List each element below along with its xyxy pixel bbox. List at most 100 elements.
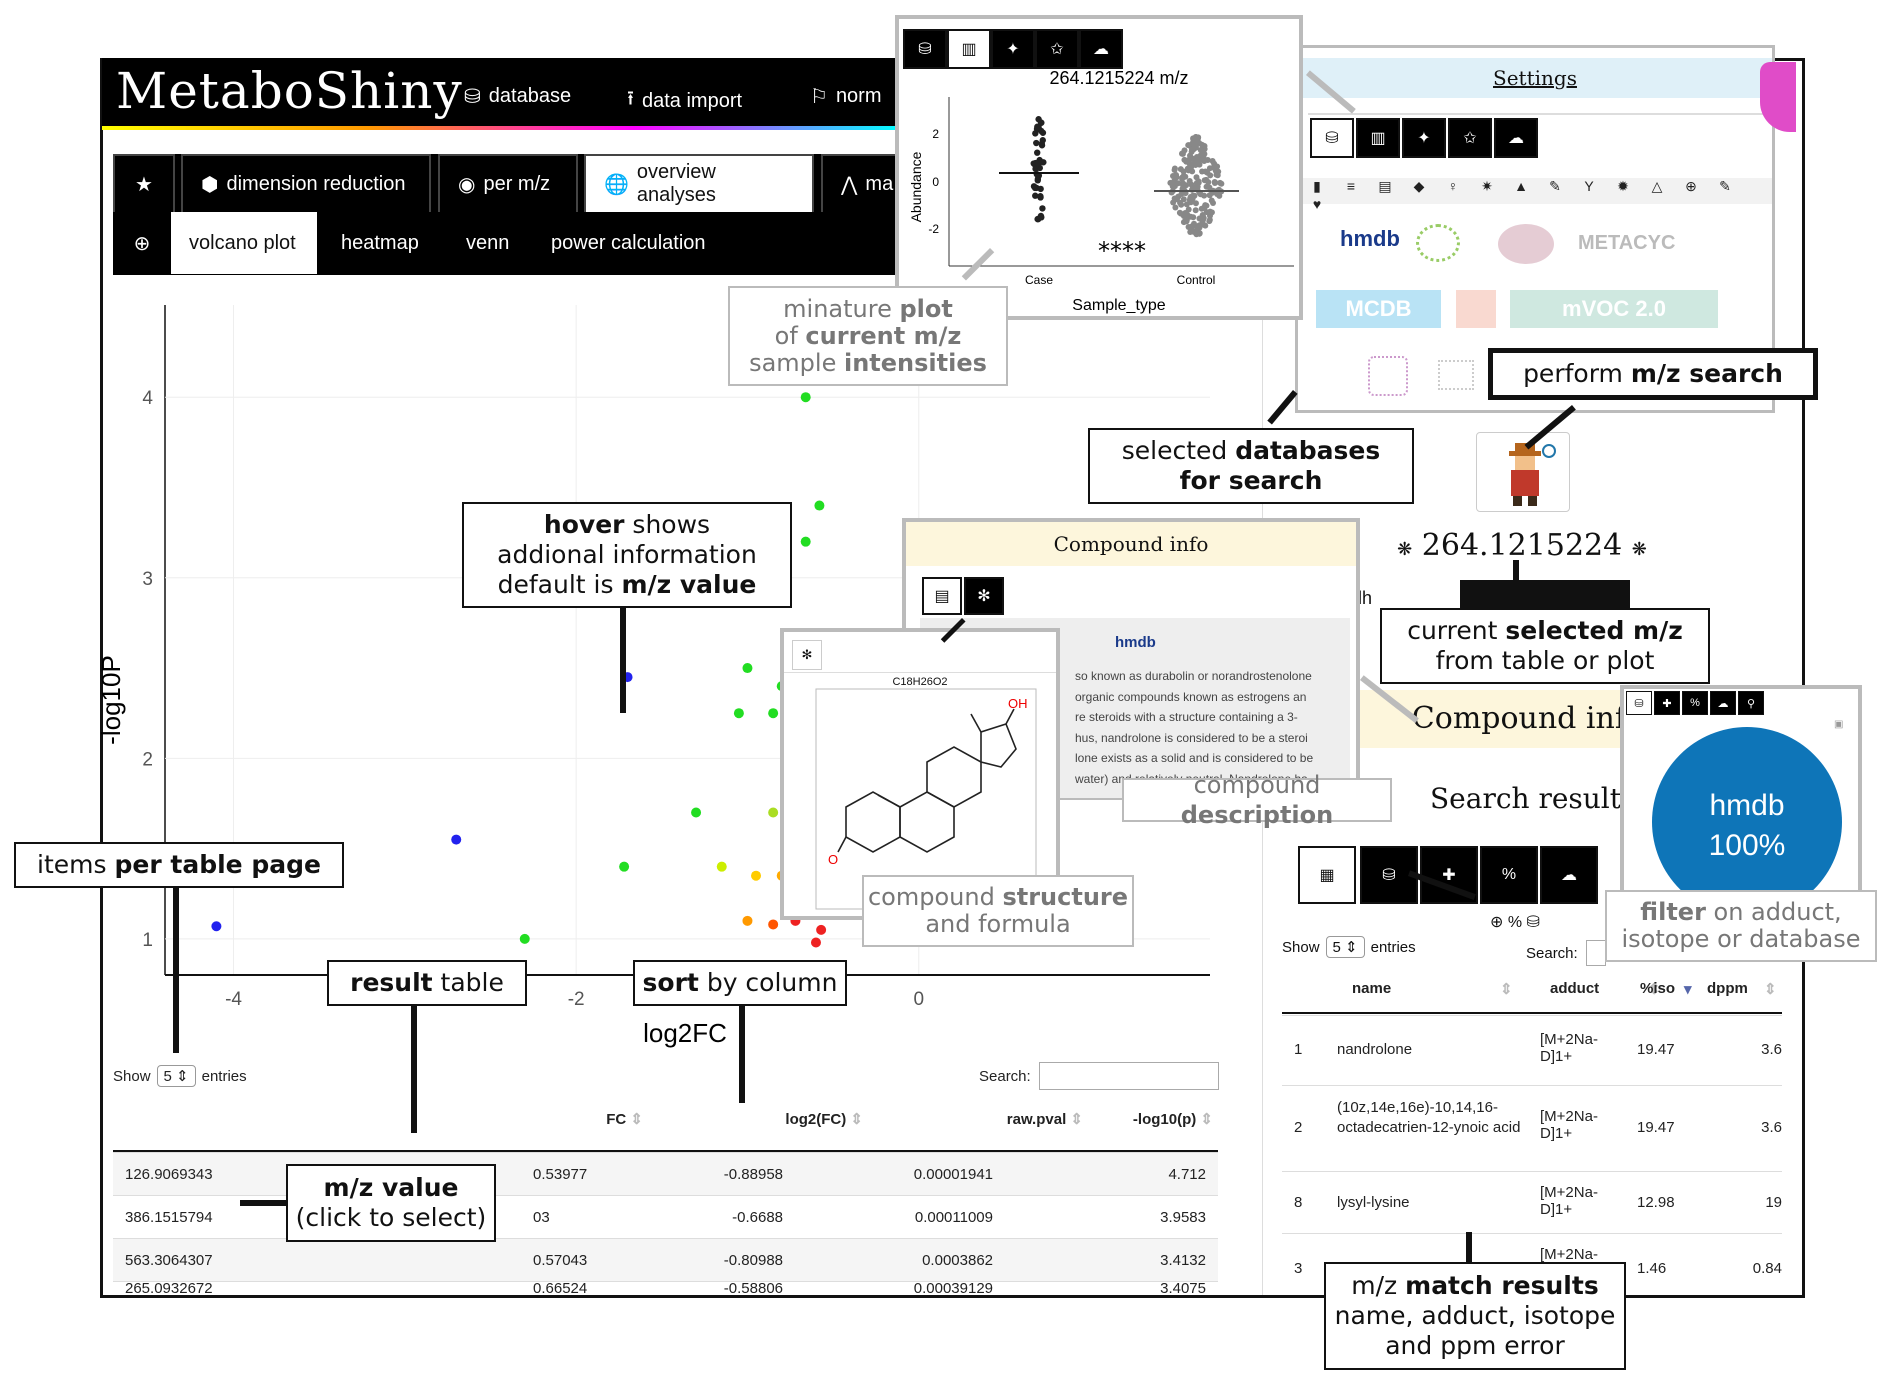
heart-icon[interactable]: ♥ [1312, 196, 1322, 212]
pie-slice-hmdb[interactable] [1652, 727, 1842, 917]
page-length-select[interactable]: 5 ⇕ [1325, 936, 1365, 958]
tab-search[interactable]: ⚲ [1738, 691, 1764, 715]
volcano-point[interactable] [742, 663, 753, 674]
tab-power-calculation[interactable]: power calculation [551, 231, 706, 254]
volcano-point[interactable] [519, 933, 530, 944]
tab-database[interactable]: ⛁ [1626, 691, 1652, 715]
camera-icon[interactable]: ▣ [1834, 719, 1844, 730]
db-logo-molecule-a[interactable] [1368, 356, 1408, 396]
table-row[interactable]: 2 (10z,14e,16e)-10,14,16-octadecatrien-1… [1282, 1085, 1782, 1171]
volcano-point[interactable] [733, 708, 744, 719]
tab-dimension-reduction[interactable]: ⬢ dimension reduction [181, 154, 431, 212]
volcano-point[interactable] [816, 924, 827, 935]
nav-database[interactable]: ⛁ database [464, 84, 571, 109]
volcano-point[interactable] [768, 919, 779, 930]
page-length-select[interactable]: 5 ⇕ [156, 1065, 196, 1087]
volcano-point[interactable] [619, 861, 630, 872]
col-fc[interactable]: FC ⇕ [493, 1110, 643, 1128]
tab-cloud[interactable]: ☁ [1710, 691, 1736, 715]
tab-databases[interactable]: ⛁ [1310, 118, 1354, 158]
search-input[interactable] [1585, 940, 1606, 966]
volcano-point[interactable] [800, 536, 811, 547]
compound-name[interactable]: lysyl-lysine [1337, 1194, 1410, 1211]
tab-overview-analyses[interactable]: 🌐 overview analyses [584, 154, 814, 212]
leaf-icon[interactable]: ✷ [1481, 178, 1493, 194]
mz-cell[interactable]: 386.1515794 [125, 1209, 213, 1226]
tab-venn[interactable]: venn [466, 231, 510, 254]
tab-cloud[interactable]: ☁ [1494, 118, 1538, 158]
db-logo-mvoc[interactable]: mVOC 2.0 [1510, 290, 1718, 328]
volcano-point[interactable] [451, 834, 462, 845]
col-log10p[interactable]: -log10(p) ⇕ [1073, 1110, 1213, 1128]
plus-circle-icon[interactable]: ⊕ [1490, 914, 1504, 931]
bookmark-icon[interactable]: ▮ [1313, 178, 1321, 194]
tab-favorites[interactable]: ✩ [1448, 118, 1492, 158]
col-adduct[interactable]: adduct [1550, 980, 1600, 997]
cog-icon[interactable]: ✹ [1617, 178, 1629, 194]
fork-icon[interactable]: Y [1584, 178, 1594, 194]
mountain-icon[interactable]: ▲ [1514, 178, 1528, 194]
tab-favorites[interactable]: ★ [113, 154, 175, 212]
volcano-point[interactable] [211, 921, 222, 932]
compound-name[interactable]: (10z,14e,16e)-10,14,16-octadecatrien-12-… [1337, 1099, 1521, 1136]
tab-isotope-filter[interactable]: % [1480, 846, 1538, 904]
wand-icon[interactable]: ✎ [1719, 178, 1731, 194]
compound-name[interactable]: nandrolone [1337, 1041, 1413, 1058]
table-row[interactable]: 3 [M+2Na- 1.46 0.84 [1282, 1233, 1782, 1291]
tab-ma[interactable]: ⋀ ma [821, 154, 901, 212]
flask-icon[interactable]: △ [1651, 178, 1663, 194]
volcano-point[interactable] [814, 500, 825, 511]
tab-database[interactable]: ⛁ [903, 29, 947, 69]
filter-icon[interactable]: ≡ [1346, 178, 1356, 194]
db-logo-mcdb[interactable]: MCDB [1316, 290, 1441, 328]
tab-volcano-plot[interactable]: volcano plot [171, 212, 317, 274]
search-input[interactable] [1038, 1062, 1219, 1090]
tab-description[interactable]: ▤ [922, 577, 962, 615]
db-logo-network[interactable] [1416, 224, 1460, 262]
tab-isotope[interactable]: % [1682, 691, 1708, 715]
mz-search-button[interactable] [1476, 432, 1570, 512]
mz-cell[interactable]: 563.3064307 [125, 1252, 213, 1269]
col-name[interactable]: name [1352, 980, 1392, 997]
db-logo-food[interactable] [1456, 290, 1496, 328]
mini-plot[interactable]: 264.1215224 m/z 2 0 -2 Abundance **** Ca… [899, 19, 1299, 319]
table-row[interactable]: 8 lysyl-lysine [M+2Na-D]1+ 12.98 19 [1282, 1171, 1782, 1233]
book-icon[interactable]: ▤ [1378, 178, 1392, 194]
tab-cloud[interactable]: ☁ [1079, 29, 1123, 69]
nav-data-import[interactable]: ⭱ data import [627, 84, 742, 118]
db-logo-hmdb[interactable]: hmdb [1340, 226, 1400, 251]
col-dppm[interactable]: dppm [1707, 980, 1748, 997]
db-logo-kegg[interactable] [1498, 224, 1554, 264]
atom-icon[interactable]: ✻ [792, 640, 822, 670]
tab-favorites[interactable]: ✩ [1035, 29, 1079, 69]
tab-adduct[interactable]: ✚ [1654, 691, 1680, 715]
volcano-point[interactable] [800, 392, 811, 403]
table-row[interactable]: 386.1515794 03 -0.6688 0.00011009 3.9583 [113, 1195, 1218, 1238]
tab-cloud[interactable]: ☁ [1540, 846, 1598, 904]
tab-magic[interactable]: ✦ [1402, 118, 1446, 158]
tab-per-mz[interactable]: ◉ per m/z [438, 154, 578, 212]
volcano-point[interactable] [810, 937, 821, 948]
table-row[interactable]: 563.3064307 0.57043 -0.80988 0.0003862 3… [113, 1238, 1218, 1281]
mz-cell[interactable]: 126.9069343 [125, 1166, 213, 1183]
volcano-point[interactable] [751, 870, 762, 881]
table-row[interactable]: 126.9069343 0.53977 -0.88958 0.00001941 … [113, 1152, 1218, 1195]
col-iso[interactable]: %iso [1640, 980, 1676, 997]
volcano-point[interactable] [768, 708, 779, 719]
col-raw-pval[interactable]: raw.pval ⇕ [873, 1110, 1083, 1128]
tab-plot[interactable]: ▥ [1356, 118, 1400, 158]
col-log2fc[interactable]: log2(FC) ⇕ [673, 1110, 863, 1128]
comment-icon[interactable]: ◆ [1413, 178, 1425, 194]
pen-icon[interactable]: ✎ [1549, 178, 1561, 194]
mz-cell[interactable]: 265.0932672 [125, 1281, 213, 1295]
db-pie-chart[interactable]: hmdb 100% [1652, 727, 1842, 917]
tab-heatmap[interactable]: heatmap [341, 231, 419, 254]
volcano-point[interactable] [768, 807, 779, 818]
table-row[interactable]: 1 nandrolone [M+2Na-D]1+ 19.47 3.6 [1282, 1015, 1782, 1085]
table-row[interactable]: 265.0932672 0.66524 -0.58806 0.00039129 … [113, 1281, 1218, 1295]
volcano-point[interactable] [691, 807, 702, 818]
nav-normalize[interactable]: ⚐ norm [810, 84, 882, 109]
volcano-point[interactable] [742, 915, 753, 926]
tab-plot[interactable]: ▥ [947, 29, 991, 69]
volcano-point[interactable] [716, 861, 727, 872]
